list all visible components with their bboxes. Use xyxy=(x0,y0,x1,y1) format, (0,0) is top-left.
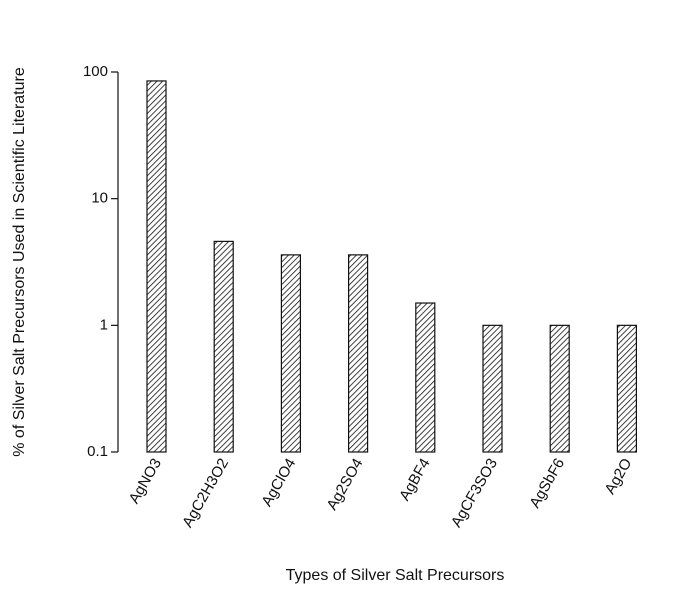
bar-agc2h3o2 xyxy=(213,240,234,453)
bar-agno3 xyxy=(146,80,167,453)
y-tick-label: 100 xyxy=(83,63,108,80)
category-labels: AgNO3 AgC2H3O2 AgClO4 Ag2SO4 AgBF4 AgCF3SO3 Ag… xyxy=(126,456,636,531)
y-tick-label: 0.1 xyxy=(87,443,108,460)
y-axis-title: % of Silver Salt Precursors Used in Scie… xyxy=(11,67,28,457)
x-tick-label: AgClO4 xyxy=(258,456,299,510)
bar-agcf3so3 xyxy=(482,324,503,453)
bar-agclo4 xyxy=(280,254,301,453)
x-tick-label: Ag2SO4 xyxy=(323,456,366,514)
x-tick-label: AgCF3SO3 xyxy=(448,456,501,531)
x-tick-label: Ag2O xyxy=(601,456,635,498)
x-tick-label: AgC2H3O2 xyxy=(179,456,232,531)
y-tick-label: 10 xyxy=(91,190,108,207)
bar-ag2so4 xyxy=(348,254,369,453)
bar-agsbf6 xyxy=(549,324,570,453)
y-axis-ticks: 0.1 1 10 100 xyxy=(83,63,118,460)
x-tick-label: AgBF4 xyxy=(396,456,434,504)
x-tick-label: AgNO3 xyxy=(126,456,165,507)
bars xyxy=(146,80,638,453)
bar-agbf4 xyxy=(415,302,436,453)
bar-ag2o xyxy=(616,324,638,453)
y-tick-label: 1 xyxy=(100,316,108,333)
x-axis-title: Types of Silver Salt Precursors xyxy=(286,567,505,584)
x-tick-label: AgSbF6 xyxy=(526,456,568,511)
